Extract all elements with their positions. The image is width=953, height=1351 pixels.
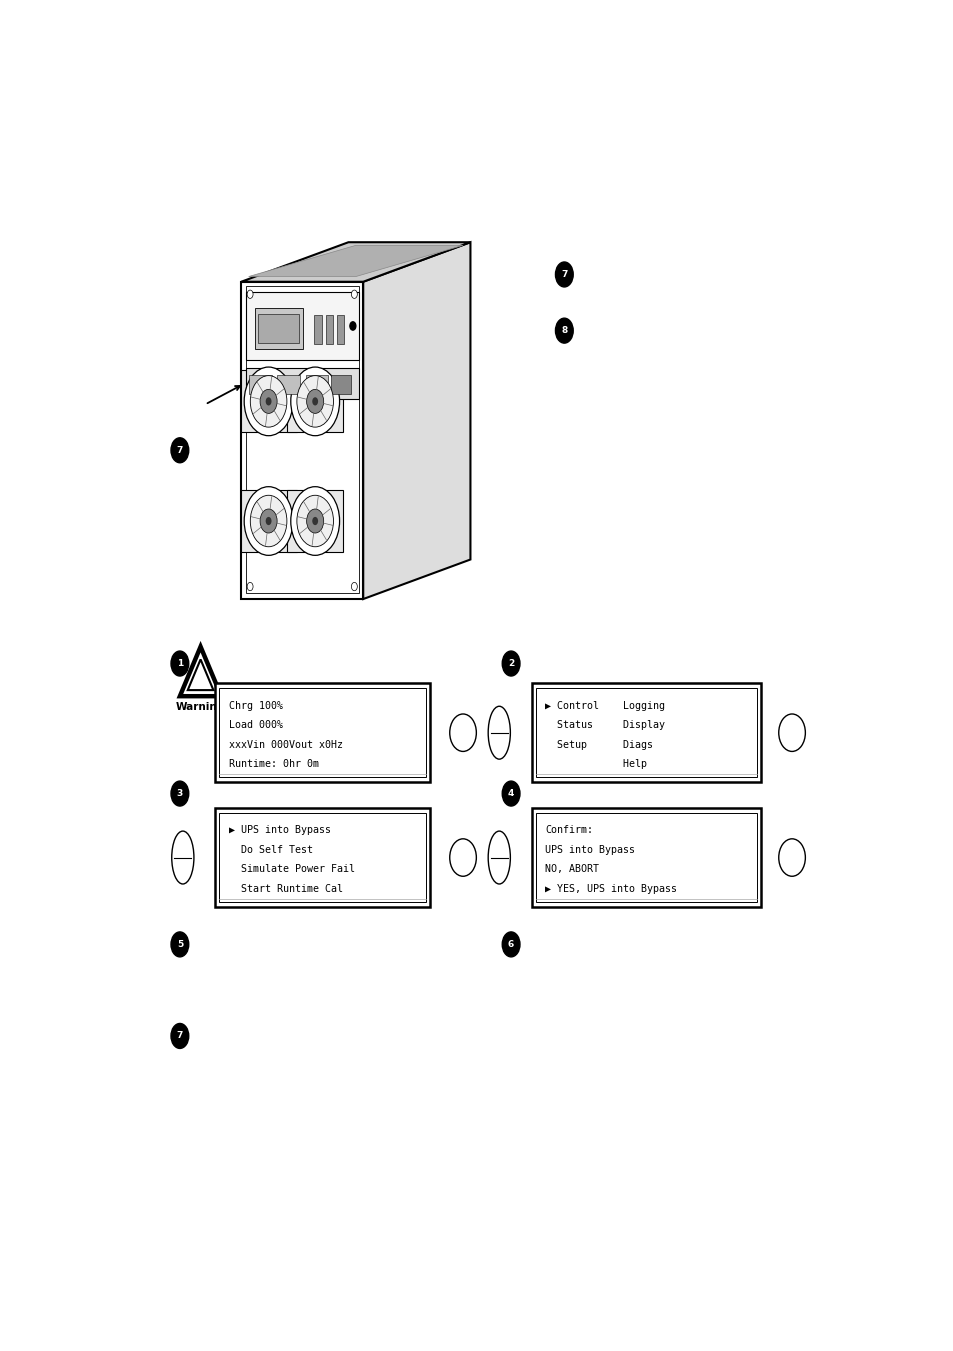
Circle shape (778, 713, 804, 751)
FancyBboxPatch shape (331, 376, 351, 394)
FancyBboxPatch shape (535, 813, 757, 901)
Circle shape (296, 376, 334, 427)
Text: Confirm:: Confirm: (544, 825, 593, 835)
Text: 6: 6 (507, 940, 514, 948)
FancyBboxPatch shape (215, 808, 429, 907)
Circle shape (250, 376, 287, 427)
Text: Simulate Power Fail: Simulate Power Fail (229, 865, 355, 874)
Circle shape (265, 517, 272, 526)
Text: 1: 1 (176, 659, 183, 667)
FancyBboxPatch shape (258, 313, 298, 343)
Text: Setup      Diags: Setup Diags (544, 739, 653, 750)
Circle shape (244, 367, 293, 436)
Circle shape (351, 582, 357, 590)
Circle shape (171, 781, 189, 807)
FancyBboxPatch shape (531, 808, 760, 907)
FancyBboxPatch shape (246, 367, 358, 400)
Circle shape (501, 932, 519, 957)
Ellipse shape (488, 831, 510, 884)
Circle shape (555, 262, 573, 286)
Polygon shape (241, 242, 470, 282)
FancyBboxPatch shape (219, 689, 426, 777)
Circle shape (306, 389, 323, 413)
Circle shape (306, 509, 323, 534)
Bar (314, 315, 321, 345)
FancyBboxPatch shape (535, 689, 757, 777)
Circle shape (171, 1024, 189, 1048)
FancyBboxPatch shape (277, 376, 299, 394)
FancyBboxPatch shape (240, 370, 296, 432)
Circle shape (171, 932, 189, 957)
Circle shape (250, 496, 287, 547)
Ellipse shape (172, 831, 193, 884)
Circle shape (555, 319, 573, 343)
Ellipse shape (488, 707, 510, 759)
Text: NO, ABORT: NO, ABORT (544, 865, 598, 874)
Text: UPS into Bypass: UPS into Bypass (544, 844, 635, 855)
Text: 7: 7 (176, 446, 183, 455)
FancyBboxPatch shape (531, 684, 760, 782)
Text: Start Runtime Cal: Start Runtime Cal (229, 884, 342, 894)
FancyBboxPatch shape (249, 376, 272, 394)
Polygon shape (363, 242, 470, 598)
Text: ▶ Control    Logging: ▶ Control Logging (544, 701, 664, 711)
Text: Do Self Test: Do Self Test (229, 844, 313, 855)
Circle shape (449, 839, 476, 877)
Text: Runtime: 0hr 0m: Runtime: 0hr 0m (229, 759, 318, 769)
Text: 2: 2 (507, 659, 514, 667)
Circle shape (171, 438, 189, 463)
Text: 7: 7 (560, 270, 567, 278)
FancyBboxPatch shape (219, 813, 426, 901)
FancyBboxPatch shape (215, 684, 429, 782)
Polygon shape (249, 246, 462, 277)
Circle shape (778, 839, 804, 877)
Circle shape (312, 517, 317, 526)
FancyBboxPatch shape (254, 308, 302, 350)
Text: 7: 7 (176, 1031, 183, 1040)
Text: xxxVin 000Vout x0Hz: xxxVin 000Vout x0Hz (229, 739, 342, 750)
Circle shape (312, 397, 317, 405)
FancyBboxPatch shape (287, 370, 343, 432)
Circle shape (501, 781, 519, 807)
Circle shape (449, 713, 476, 751)
FancyBboxPatch shape (287, 490, 343, 553)
Text: 4: 4 (507, 789, 514, 798)
Circle shape (260, 389, 277, 413)
FancyBboxPatch shape (246, 292, 358, 359)
Circle shape (291, 486, 339, 555)
Circle shape (171, 651, 189, 676)
Circle shape (350, 322, 355, 330)
Circle shape (260, 509, 277, 534)
Circle shape (244, 486, 293, 555)
Text: 8: 8 (560, 326, 567, 335)
Text: ▶ YES, UPS into Bypass: ▶ YES, UPS into Bypass (544, 884, 677, 894)
FancyBboxPatch shape (240, 490, 296, 553)
Text: Load 000%: Load 000% (229, 720, 282, 730)
Text: 3: 3 (176, 789, 183, 798)
Text: Warning: Warning (175, 703, 225, 712)
Text: 5: 5 (176, 940, 183, 948)
Text: ▶ UPS into Bypass: ▶ UPS into Bypass (229, 825, 331, 835)
Circle shape (351, 290, 357, 299)
FancyBboxPatch shape (305, 376, 328, 394)
Polygon shape (241, 282, 363, 598)
Text: Status     Display: Status Display (544, 720, 664, 730)
Text: Chrg 100%: Chrg 100% (229, 701, 282, 711)
Circle shape (501, 651, 519, 676)
Bar (325, 315, 333, 345)
Bar (336, 315, 344, 345)
Circle shape (296, 496, 334, 547)
Circle shape (247, 582, 253, 590)
Circle shape (291, 367, 339, 436)
Text: Help: Help (544, 759, 646, 769)
Circle shape (265, 397, 272, 405)
Circle shape (247, 290, 253, 299)
